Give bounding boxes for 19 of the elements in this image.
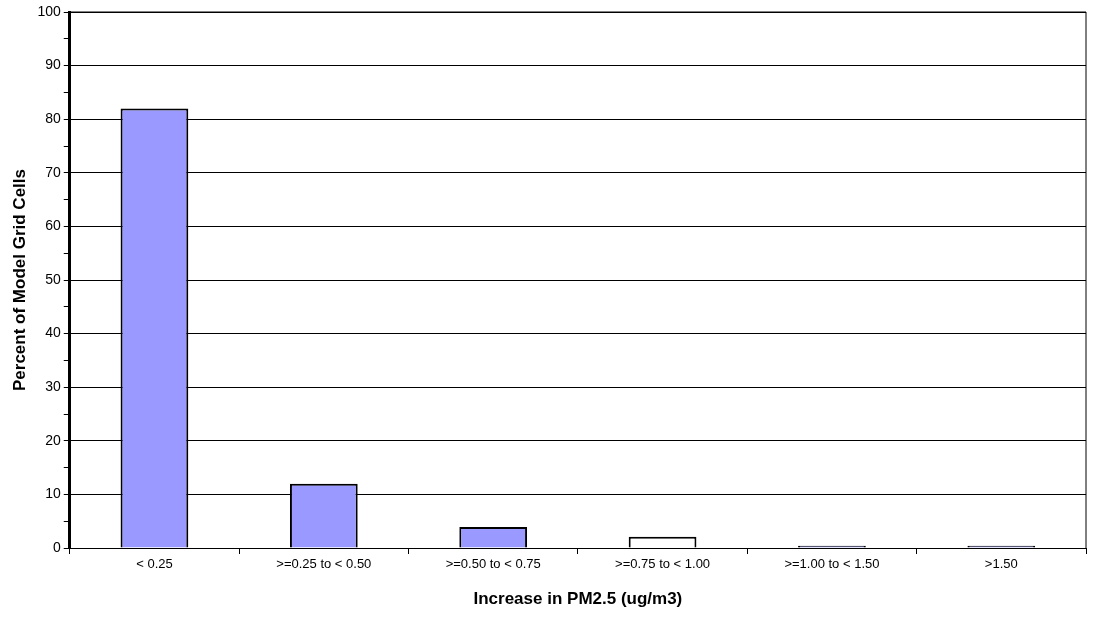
y-axis-title: Percent of Model Grid Cells <box>9 169 29 391</box>
y-tick-label: 90 <box>45 56 61 73</box>
x-tick-label: >=1.00 to < 1.50 <box>784 556 880 572</box>
y-tick-label: 50 <box>45 270 61 287</box>
x-tick-label: >=0.25 to < 0.50 <box>276 556 372 572</box>
y-tick-label: 60 <box>45 217 61 234</box>
x-tick-label: >=0.50 to < 0.75 <box>445 556 541 572</box>
y-tick-label: 40 <box>45 324 61 341</box>
y-tick-label: 20 <box>45 431 61 448</box>
x-tick-label: < 0.25 <box>136 556 173 572</box>
y-tick-label: 70 <box>45 163 61 180</box>
y-tick-label: 30 <box>45 378 61 395</box>
x-tick-label: >1.50 <box>984 556 1018 572</box>
x-axis-title: Increase in PM2.5 (ug/m3) <box>473 589 683 609</box>
y-tick-label: 100 <box>37 2 61 19</box>
y-tick-label: 80 <box>45 110 61 127</box>
y-tick-label: 0 <box>52 538 61 555</box>
y-tick-label: 10 <box>45 485 61 502</box>
x-tick-label: >=0.75 to < 1.00 <box>615 556 711 572</box>
